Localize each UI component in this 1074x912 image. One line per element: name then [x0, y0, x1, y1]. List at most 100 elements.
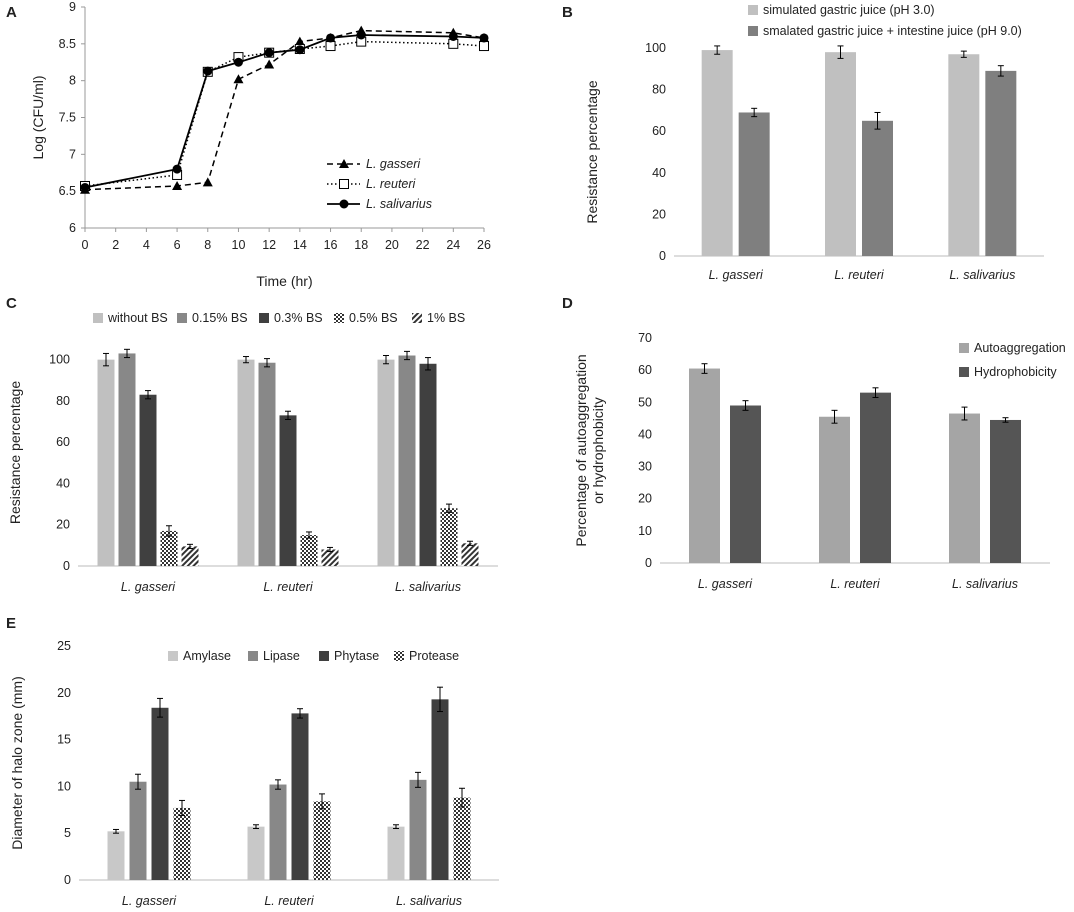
series-line-l-reuteri: [84, 40, 485, 187]
y-tick-label: 100: [645, 41, 666, 55]
bar-hydrophobicity-l-gasseri: [730, 405, 761, 563]
y-tick-label: 60: [652, 124, 666, 138]
y-tick-label: 100: [49, 353, 70, 367]
category-label-l-gasseri: L. gasseri: [121, 580, 176, 594]
legend-swatch-lipase: [248, 651, 258, 661]
legend-marker-l-gasseri: [339, 159, 349, 168]
legend-swatch-0-3-bs: [259, 313, 269, 323]
y-tick-label: 7.5: [59, 111, 76, 125]
series-line-l-salivarius: [84, 34, 485, 189]
y-tick-label: 40: [638, 427, 652, 441]
data-point-l-salivarius: [356, 30, 366, 40]
bar-simulated-gastric-juice-ph-3-0-l-gasseri: [701, 50, 733, 256]
x-tick-label: 20: [385, 238, 399, 252]
y-tick-label: 0: [64, 873, 71, 887]
bar-0-15-bs-l-salivarius: [398, 355, 416, 566]
category-label-l-salivarius: L. salivarius: [396, 894, 462, 908]
panel-letter-c: C: [6, 295, 17, 312]
x-tick-label: 4: [143, 238, 150, 252]
bar-smalated-gastric-juice-intestine-juice-ph-9-0-l-reuteri: [862, 120, 893, 256]
bar-without-bs-l-salivarius: [377, 359, 395, 566]
legend-label-l-gasseri: L. gasseri: [366, 157, 421, 171]
bar-1-bs-l-salivarius: [461, 543, 479, 566]
data-point-l-salivarius: [172, 164, 182, 174]
legend-label-autoaggregation: Autoaggregation: [974, 341, 1066, 355]
legend-swatch-simulated-gastric-juice-ph-3-0: [748, 5, 758, 15]
legend-swatch-amylase: [168, 651, 178, 661]
bar-0-5-bs-l-reuteri: [300, 535, 318, 566]
y-axis-title: Resistance percentage: [584, 80, 600, 223]
bar-protease-l-gasseri: [173, 807, 191, 880]
bar-lipase-l-gasseri: [129, 781, 147, 880]
y-tick-label: 10: [57, 779, 71, 793]
legend-marker-l-reuteri: [339, 179, 349, 189]
chart-c-bile-salt-resistance: 0 20 40 60 80 100 L. gasseri L. reuteri L. saliv…: [7, 311, 498, 594]
bar-autoaggregation-l-gasseri: [689, 368, 720, 563]
y-tick-label: 5: [64, 826, 71, 840]
legend-label-0-15-bs: 0.15% BS: [192, 311, 248, 325]
bar-protease-l-reuteri: [313, 801, 331, 880]
chart-d-autoaggregation-hydrophobicity: 0 10 20 30 40 50 60 70 L. gasseri L. reuteri L. sa…: [573, 331, 1066, 591]
legend-swatch-0-15-bs: [177, 313, 187, 323]
chart-a-growth-curve: 66.577.588.590 2 4 6 8 10 12 14 16 18 20 22 24 26Time…: [30, 0, 491, 289]
bar-smalated-gastric-juice-intestine-juice-ph-9-0-l-gasseri: [738, 112, 770, 256]
data-point-l-gasseri: [264, 59, 275, 69]
data-point-l-reuteri: [479, 41, 489, 52]
bar-amylase-l-salivarius: [387, 826, 405, 880]
y-tick-label: 6: [69, 221, 76, 235]
bar-0-5-bs-l-salivarius: [440, 508, 458, 566]
legend-swatch-1-bs: [412, 313, 422, 323]
bar-autoaggregation-l-reuteri: [819, 416, 850, 563]
category-label-l-gasseri: L. gasseri: [122, 894, 177, 908]
bar-0-15-bs-l-reuteri: [258, 362, 276, 566]
x-tick-label: 6: [174, 238, 181, 252]
y-tick-label: 25: [57, 639, 71, 653]
legend-label-amylase: Amylase: [183, 649, 231, 663]
y-tick-label: 8.5: [59, 37, 76, 51]
y-tick-label: 20: [56, 518, 70, 532]
y-tick-label: 40: [56, 476, 70, 490]
y-tick-label: 20: [57, 686, 71, 700]
y-axis-title: Log (CFU/ml): [30, 75, 46, 159]
x-tick-label: 8: [204, 238, 211, 252]
category-label-l-reuteri: L. reuteri: [263, 580, 314, 594]
y-tick-label: 80: [652, 83, 666, 97]
category-label-l-gasseri: L. gasseri: [698, 577, 753, 591]
data-point-l-salivarius: [203, 66, 213, 76]
category-label-l-salivarius: L. salivarius: [395, 580, 461, 594]
legend-label-smalated-gastric-juice-intestine-juice-ph-9-0: smalated gastric juice + intestine juice…: [763, 24, 1022, 38]
x-tick-label: 26: [477, 238, 491, 252]
bar-smalated-gastric-juice-intestine-juice-ph-9-0-l-salivarius: [985, 70, 1017, 256]
data-point-l-salivarius: [80, 182, 90, 192]
bar-hydrophobicity-l-reuteri: [860, 392, 891, 563]
y-tick-label: 15: [57, 733, 71, 747]
x-tick-label: 2: [112, 238, 119, 252]
legend-marker-l-salivarius: [339, 199, 349, 209]
y-tick-label: 70: [638, 331, 652, 345]
bar-simulated-gastric-juice-ph-3-0-l-reuteri: [825, 52, 856, 256]
x-tick-label: 18: [354, 238, 368, 252]
panel-letter-d: D: [562, 295, 573, 312]
y-tick-label: 9: [69, 0, 76, 14]
data-point-l-gasseri: [233, 74, 244, 84]
bar-amylase-l-gasseri: [107, 831, 125, 880]
legend-swatch-smalated-gastric-juice-intestine-juice-ph-9-0: [748, 26, 758, 36]
bar-0-15-bs-l-gasseri: [118, 353, 136, 566]
category-label-l-reuteri: L. reuteri: [264, 894, 315, 908]
legend-label-1-bs: 1% BS: [427, 311, 465, 325]
y-tick-label: 20: [638, 492, 652, 506]
legend-swatch-autoaggregation: [959, 343, 969, 353]
legend-swatch-protease: [394, 651, 404, 661]
x-tick-label: 14: [293, 238, 307, 252]
y-tick-label: 8: [69, 74, 76, 88]
category-label-l-reuteri: L. reuteri: [834, 268, 885, 282]
y-tick-label: 50: [638, 395, 652, 409]
bar-lipase-l-reuteri: [269, 784, 287, 880]
data-point-l-gasseri: [294, 36, 305, 46]
bar-1-bs-l-reuteri: [321, 549, 339, 566]
y-axis-title-line-2: or hydrophobicity: [590, 397, 606, 504]
bar-lipase-l-salivarius: [409, 779, 427, 880]
panel-letter-a: A: [6, 4, 17, 21]
legend-label-l-salivarius: L. salivarius: [366, 197, 432, 211]
y-axis-title: Resistance percentage: [7, 381, 23, 524]
